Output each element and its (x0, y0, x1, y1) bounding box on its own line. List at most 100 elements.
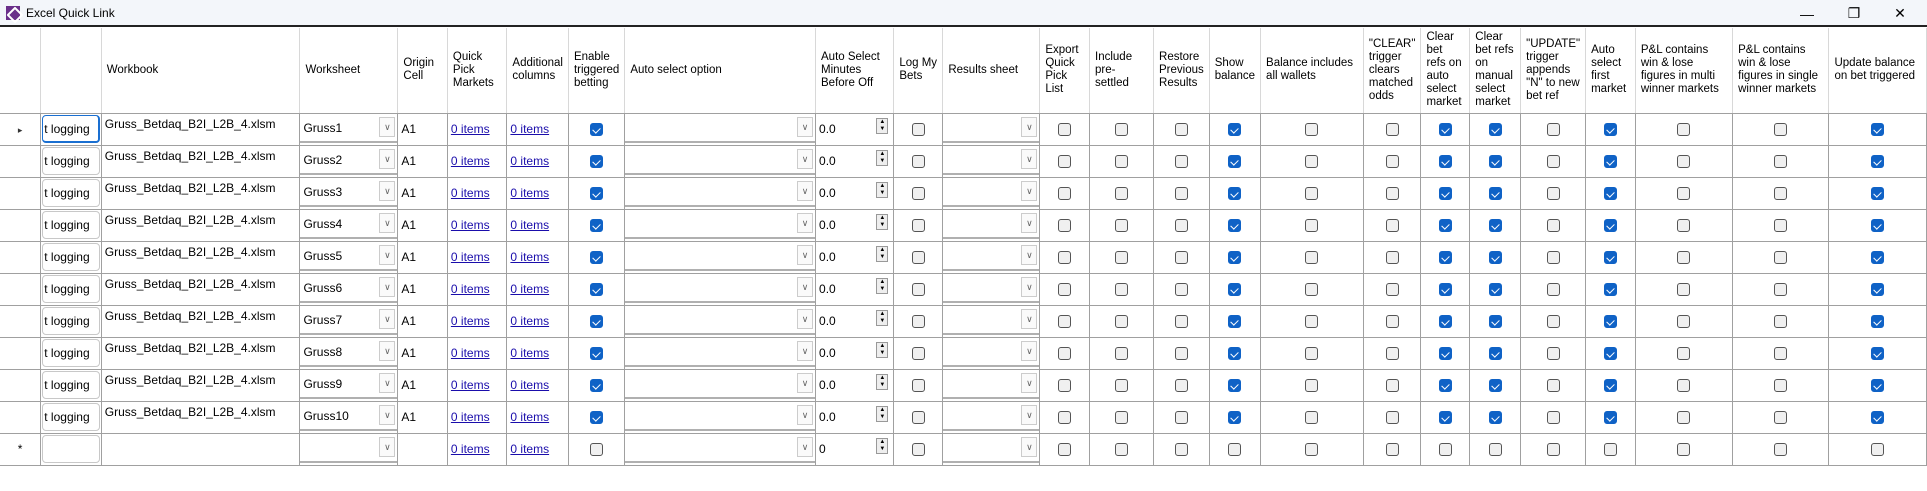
column-header[interactable]: Additional columns (506, 28, 569, 114)
results-sheet-dropdown[interactable]: ∨ (943, 403, 1039, 431)
log-checkbox[interactable] (911, 442, 925, 456)
export-checkbox[interactable] (1058, 186, 1072, 200)
include-checkbox[interactable] (1115, 410, 1129, 424)
restore-checkbox[interactable] (1174, 314, 1188, 328)
include-checkbox[interactable] (1115, 218, 1129, 232)
results-sheet-dropdown[interactable]: ∨ (943, 275, 1039, 303)
include-checkbox[interactable] (1115, 282, 1129, 296)
restore-checkbox[interactable] (1174, 122, 1188, 136)
close-button[interactable]: ✕ (1880, 0, 1920, 27)
balance-all-checkbox[interactable] (1305, 314, 1319, 328)
column-header[interactable]: Export Quick Pick List (1039, 28, 1091, 114)
balance-all-checkbox[interactable] (1305, 218, 1319, 232)
update-balance-checkbox[interactable] (1871, 154, 1885, 168)
spin-arrows-icon[interactable]: ▲ ▼ (876, 310, 889, 326)
clear-checkbox[interactable] (1385, 346, 1399, 360)
balance-all-checkbox[interactable] (1305, 346, 1319, 360)
clear-checkbox[interactable] (1385, 186, 1399, 200)
pl-single-checkbox[interactable] (1774, 122, 1788, 136)
column-header[interactable]: Log My Bets (893, 28, 944, 114)
restore-checkbox[interactable] (1174, 250, 1188, 264)
chevron-down-icon[interactable]: ∨ (379, 437, 396, 457)
log-checkbox[interactable] (911, 282, 925, 296)
quick-pick-link[interactable]: 0 items (450, 154, 490, 168)
pl-single-checkbox[interactable] (1774, 186, 1788, 200)
workbook-cell[interactable] (100, 432, 301, 466)
clear-manual-checkbox[interactable] (1488, 378, 1502, 392)
origin-cell[interactable]: A1 (397, 336, 448, 370)
worksheet-dropdown[interactable]: Gruss5 ∨ (300, 243, 397, 271)
column-header[interactable]: Origin Cell (397, 28, 448, 114)
export-checkbox[interactable] (1058, 314, 1072, 328)
include-checkbox[interactable] (1115, 442, 1129, 456)
quick-pick-link[interactable]: 0 items (450, 186, 490, 200)
results-sheet-dropdown[interactable]: ∨ (943, 115, 1039, 143)
chevron-down-icon[interactable]: ∨ (1021, 341, 1038, 361)
spin-arrows-icon[interactable]: ▲ ▼ (876, 374, 889, 390)
clear-checkbox[interactable] (1385, 314, 1399, 328)
export-checkbox[interactable] (1058, 346, 1072, 360)
restore-button[interactable]: ❐ (1834, 0, 1874, 27)
spin-arrows-icon[interactable]: ▲ ▼ (876, 246, 889, 262)
column-header[interactable]: Include pre-settled (1089, 28, 1155, 114)
column-header[interactable]: Show balance (1208, 28, 1262, 114)
quick-pick-link[interactable]: 0 items (450, 378, 490, 392)
minutes-stepper[interactable]: 0.0 ▲ ▼ (819, 275, 890, 303)
chevron-down-icon[interactable]: ∨ (797, 149, 814, 169)
origin-cell[interactable]: A1 (397, 144, 448, 178)
update-checkbox[interactable] (1546, 154, 1560, 168)
log-checkbox[interactable] (911, 346, 925, 360)
update-checkbox[interactable] (1546, 186, 1560, 200)
restore-checkbox[interactable] (1174, 218, 1188, 232)
column-header[interactable]: Balance includes all wallets (1260, 28, 1364, 114)
chevron-down-icon[interactable]: ∨ (1021, 213, 1038, 233)
update-balance-checkbox[interactable] (1871, 442, 1885, 456)
worksheet-dropdown[interactable]: Gruss3 ∨ (300, 179, 397, 207)
row-header[interactable] (0, 336, 42, 370)
origin-cell[interactable]: A1 (397, 112, 448, 146)
include-checkbox[interactable] (1115, 378, 1129, 392)
auto-select-option-dropdown[interactable]: ∨ (625, 243, 815, 271)
update-balance-checkbox[interactable] (1871, 122, 1885, 136)
worksheet-dropdown[interactable]: Gruss9 ∨ (300, 371, 397, 399)
chevron-down-icon[interactable]: ∨ (1021, 309, 1038, 329)
clear-manual-checkbox[interactable] (1488, 282, 1502, 296)
pl-multi-checkbox[interactable] (1677, 346, 1691, 360)
chevron-down-icon[interactable]: ∨ (797, 277, 814, 297)
additional-columns-link[interactable]: 0 items (510, 282, 550, 296)
row-header[interactable]: * (0, 432, 42, 466)
enable-checkbox[interactable] (590, 442, 604, 456)
chevron-down-icon[interactable]: ∨ (797, 245, 814, 265)
chevron-down-icon[interactable]: ∨ (379, 245, 396, 265)
chevron-down-icon[interactable]: ∨ (379, 149, 396, 169)
pl-single-checkbox[interactable] (1774, 250, 1788, 264)
clear-checkbox[interactable] (1385, 250, 1399, 264)
minutes-stepper[interactable]: 0.0 ▲ ▼ (819, 115, 890, 143)
log-checkbox[interactable] (911, 410, 925, 424)
clear-checkbox[interactable] (1385, 218, 1399, 232)
balance-all-checkbox[interactable] (1305, 282, 1319, 296)
clear-auto-checkbox[interactable] (1438, 154, 1452, 168)
pl-single-checkbox[interactable] (1774, 314, 1788, 328)
quick-pick-link[interactable]: 0 items (450, 218, 490, 232)
clear-manual-checkbox[interactable] (1488, 314, 1502, 328)
update-checkbox[interactable] (1546, 218, 1560, 232)
row-header[interactable] (0, 272, 42, 306)
logging-button[interactable] (42, 435, 100, 463)
clear-manual-checkbox[interactable] (1488, 218, 1502, 232)
auto-first-checkbox[interactable] (1603, 314, 1617, 328)
auto-first-checkbox[interactable] (1603, 378, 1617, 392)
update-balance-checkbox[interactable] (1871, 250, 1885, 264)
update-checkbox[interactable] (1546, 378, 1560, 392)
column-header[interactable]: Update balance on bet triggered (1828, 28, 1927, 114)
chevron-down-icon[interactable]: ∨ (379, 213, 396, 233)
additional-columns-link[interactable]: 0 items (510, 346, 550, 360)
auto-first-checkbox[interactable] (1603, 122, 1617, 136)
column-header[interactable]: "CLEAR" trigger clears matched odds (1362, 28, 1422, 114)
show-balance-checkbox[interactable] (1228, 314, 1242, 328)
restore-checkbox[interactable] (1174, 154, 1188, 168)
minutes-stepper[interactable]: 0.0 ▲ ▼ (819, 243, 890, 271)
row-header[interactable] (0, 176, 42, 210)
spin-arrows-icon[interactable]: ▲ ▼ (876, 150, 889, 166)
show-balance-checkbox[interactable] (1228, 442, 1242, 456)
